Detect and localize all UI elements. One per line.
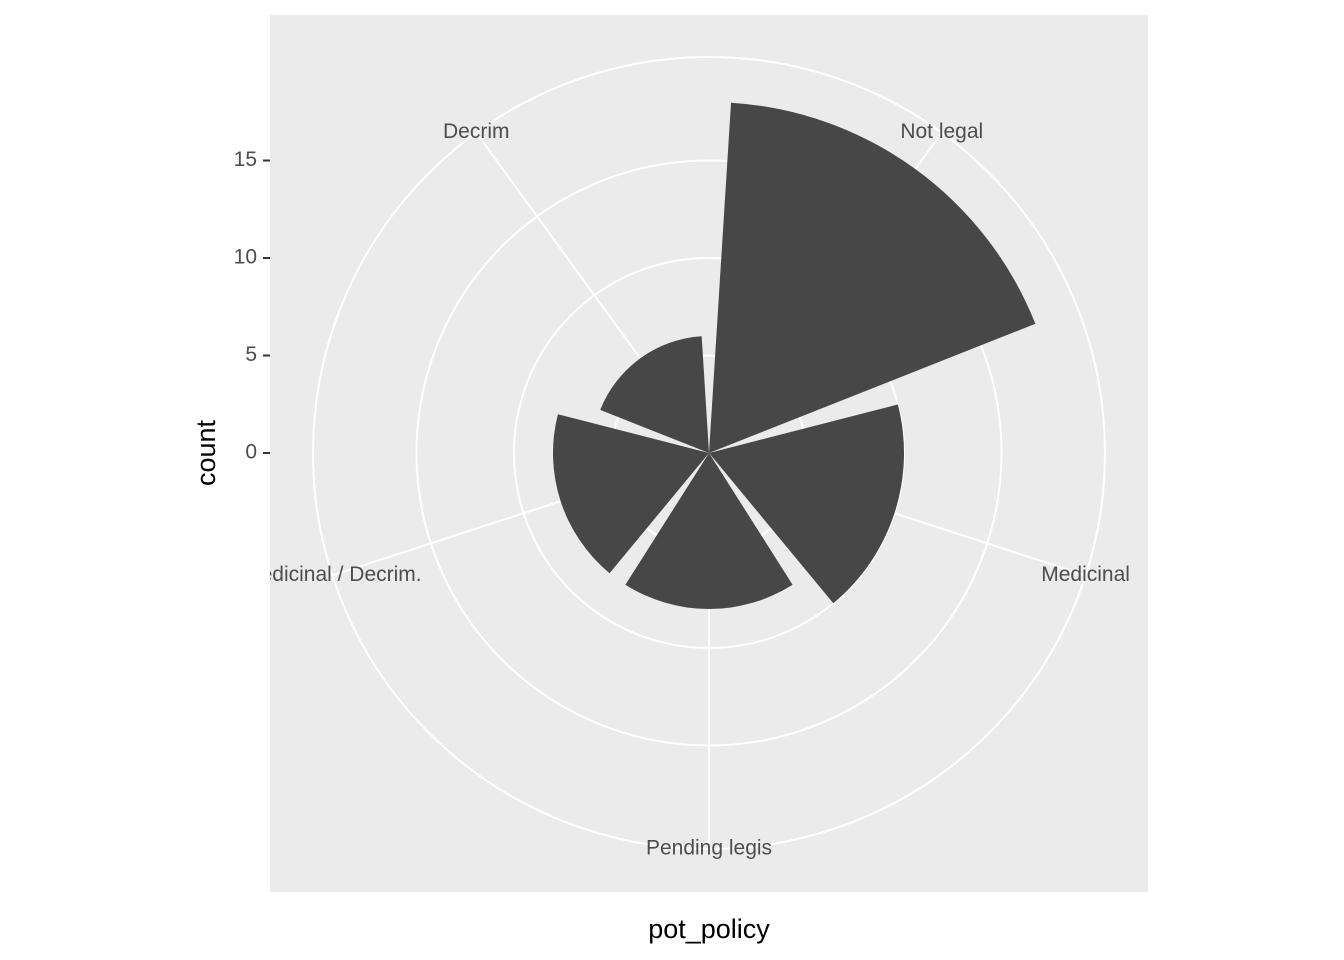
y-axis-title: count (191, 419, 221, 486)
y-tick-label: 10 (234, 246, 257, 269)
category-label: Medicinal / Decrim. (243, 563, 422, 586)
plot-area: Not legal Medicinal Pending legis Medicinal… (243, 56, 1130, 860)
x-axis-title: pot_policy (648, 914, 770, 944)
y-tick-label: 5 (245, 343, 257, 366)
bar (553, 414, 709, 574)
category-label: Pending legis (646, 837, 772, 860)
bar (709, 102, 1036, 453)
y-tick-label: 0 (245, 441, 257, 464)
y-tick-label: 15 (234, 148, 257, 171)
bar (709, 404, 905, 604)
category-label: Medicinal (1041, 563, 1130, 586)
bar (600, 336, 709, 453)
category-label: Decrim (443, 120, 510, 143)
bar (625, 453, 793, 609)
category-label: Not legal (900, 120, 983, 143)
